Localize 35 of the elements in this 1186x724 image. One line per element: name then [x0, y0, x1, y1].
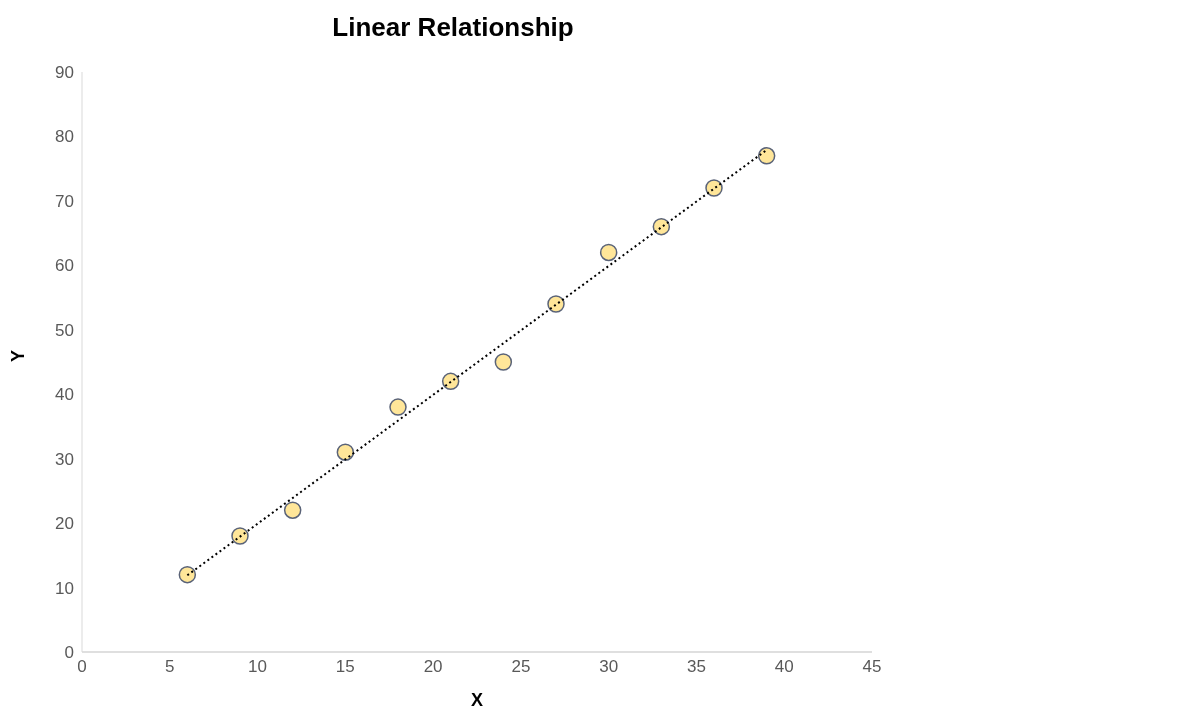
- y-tick-label: 70: [55, 191, 74, 211]
- point: [231, 527, 249, 545]
- y-tick-label: 50: [55, 320, 74, 340]
- x-tick-label: 15: [335, 657, 355, 677]
- x-tick-label: 25: [511, 657, 531, 677]
- y-tick-label: 30: [55, 449, 74, 469]
- y-tick-label: 0: [64, 643, 74, 663]
- x-tick-label: 35: [686, 657, 706, 677]
- y-tick-label: 60: [55, 256, 74, 276]
- point: [757, 147, 776, 165]
- point: [336, 443, 355, 461]
- point: [178, 565, 197, 584]
- y-axis-title: Y: [8, 349, 29, 362]
- x-tick-label: 5: [165, 657, 175, 677]
- y-tick-label: 10: [55, 578, 74, 598]
- chart-title: Linear Relationship: [331, 12, 575, 43]
- x-axis-title: X: [470, 690, 484, 710]
- y-tick-label: 80: [55, 127, 74, 147]
- x-tick-label: 40: [774, 657, 794, 677]
- point: [652, 217, 671, 236]
- point: [547, 295, 565, 313]
- y-tick-label: 40: [55, 385, 74, 405]
- point: [283, 501, 302, 519]
- x-tick-label: 30: [599, 657, 619, 677]
- y-tick-label: 90: [55, 63, 74, 83]
- x-tick-label: 20: [423, 657, 443, 677]
- point: [441, 372, 460, 391]
- point: [705, 179, 723, 197]
- x-tick-label: 45: [862, 657, 882, 677]
- point: [389, 398, 407, 416]
- point: [494, 353, 513, 371]
- y-tick-label: 20: [55, 514, 74, 534]
- x-tick-label: 0: [77, 657, 87, 677]
- x-tick-label: 10: [248, 657, 268, 677]
- point: [599, 243, 618, 262]
